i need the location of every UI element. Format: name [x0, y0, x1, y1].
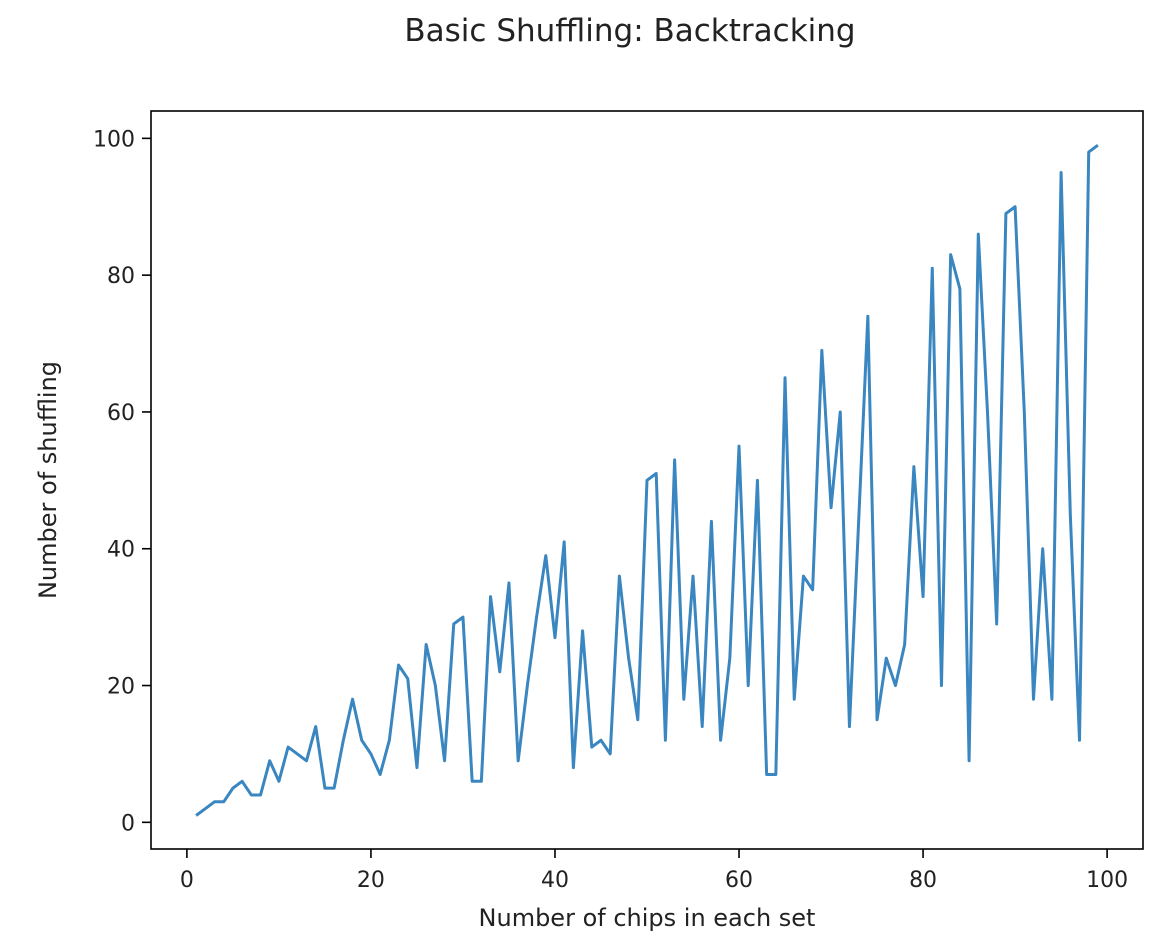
- x-axis: 0 20 40 60 80 100: [180, 849, 1128, 893]
- y-tick-label: 100: [93, 127, 135, 152]
- y-axis: 0 20 40 60 80 100: [93, 127, 151, 836]
- y-axis-label: Number of shuffling: [34, 361, 62, 599]
- x-axis-label: Number of chips in each set: [479, 904, 816, 932]
- x-tick-label: 60: [725, 868, 753, 893]
- x-tick-label: 80: [909, 868, 937, 893]
- x-tick-label: 100: [1086, 868, 1128, 893]
- y-tick-label: 80: [107, 264, 135, 289]
- y-tick-label: 40: [107, 538, 135, 563]
- y-tick-label: 20: [107, 675, 135, 700]
- x-tick-label: 40: [541, 868, 569, 893]
- y-tick-label: 0: [121, 811, 135, 836]
- plot-area: [195, 143, 1099, 817]
- x-tick-label: 20: [357, 868, 385, 893]
- series-line-1: [195, 143, 1099, 817]
- x-tick-label: 0: [180, 868, 194, 893]
- axes-frame: [150, 110, 1144, 850]
- chart-title: Basic Shuffling: Backtracking: [404, 13, 855, 49]
- y-tick-label: 60: [107, 401, 135, 426]
